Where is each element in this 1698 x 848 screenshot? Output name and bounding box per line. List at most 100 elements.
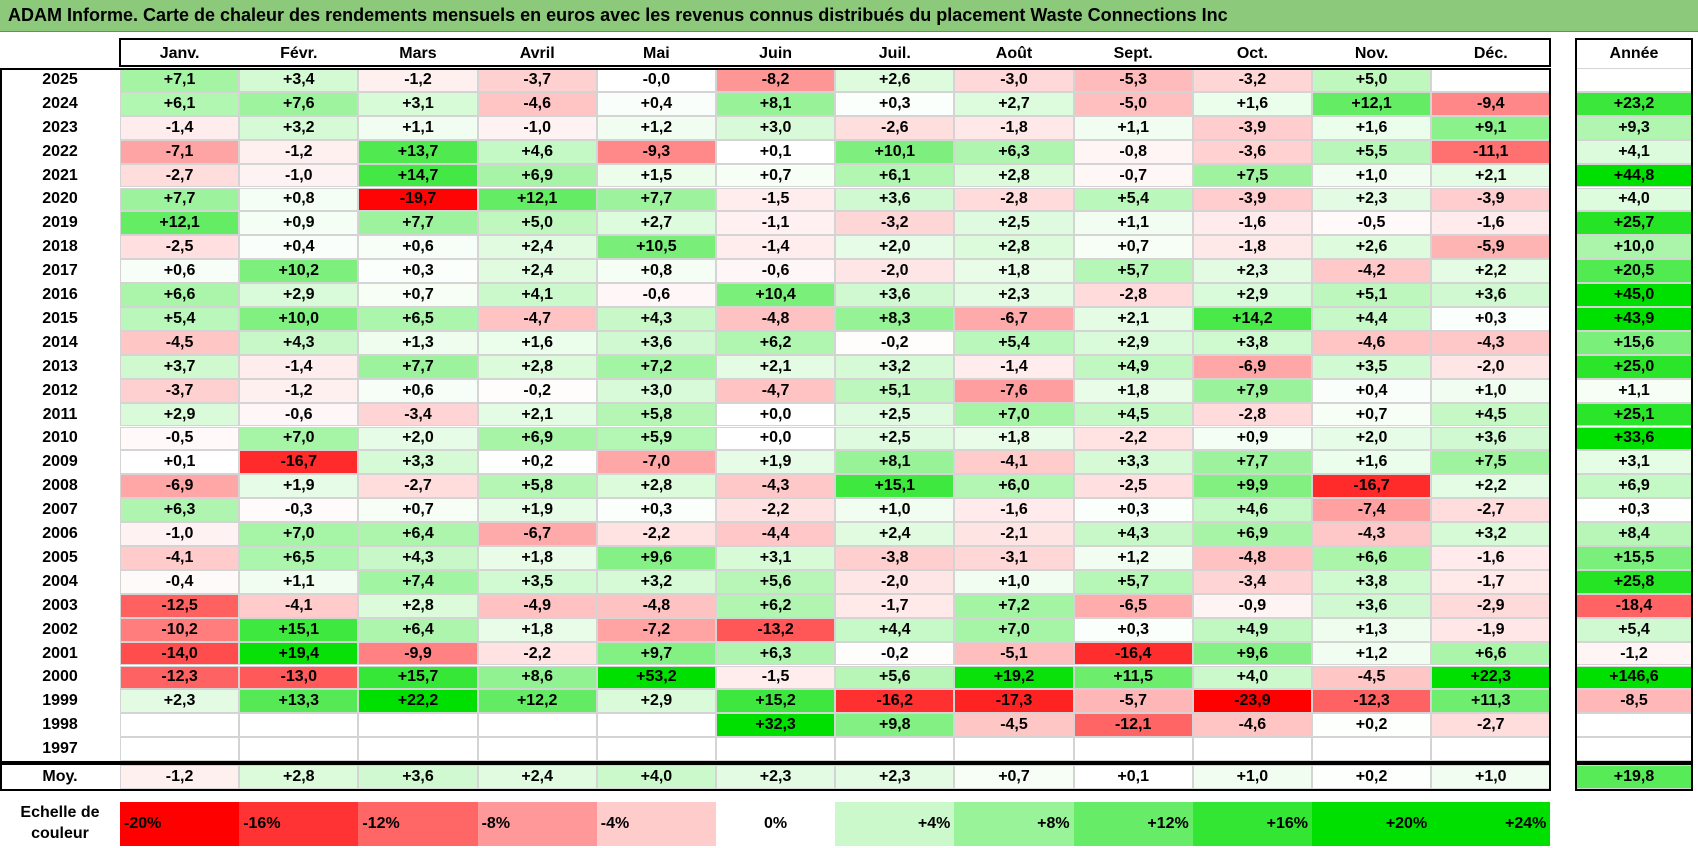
- heatmap-cell: +1,8: [954, 259, 1074, 284]
- heatmap-cell: -7,4: [1312, 498, 1432, 523]
- heatmap-cell: +6,3: [954, 139, 1074, 164]
- heatmap-cell: -4,7: [477, 307, 597, 331]
- heatmap-cell: +1,2: [1312, 641, 1432, 666]
- annual-cell: +9,3: [1576, 115, 1692, 140]
- heatmap-cell: -4,1: [954, 450, 1074, 475]
- heatmap-cell: +6,1: [835, 163, 955, 188]
- heatmap-cell: +7,0: [239, 426, 359, 451]
- heatmap-cell: +1,6: [1312, 450, 1432, 475]
- heatmap-cell: +0,1: [120, 450, 240, 475]
- heatmap-cell: +2,1: [477, 402, 597, 427]
- heatmap-cell: -1,2: [239, 139, 359, 164]
- average-annual-cell: +19,8: [1576, 765, 1692, 789]
- heatmap-cell: -2,6: [835, 115, 955, 140]
- heatmap-cell: -4,5: [954, 713, 1074, 738]
- heatmap-cell: [716, 737, 836, 762]
- heatmap-cell: -4,6: [1192, 713, 1312, 738]
- average-cell: +2,3: [716, 765, 836, 789]
- row-year-label: 2004: [42, 572, 78, 590]
- heatmap-cell: +3,6: [835, 283, 955, 307]
- heatmap-cell: -4,9: [477, 593, 597, 618]
- heatmap-cell: -0,6: [239, 402, 359, 427]
- heatmap-cell: +1,6: [477, 330, 597, 355]
- heatmap-cell: -1,9: [1431, 617, 1551, 642]
- heatmap-cell: +1,3: [358, 330, 478, 355]
- average-cell: +2,8: [239, 765, 359, 789]
- heatmap-cell: +3,6: [1312, 593, 1432, 618]
- heatmap-cell: +4,3: [358, 546, 478, 570]
- heatmap-cell: [1192, 737, 1312, 762]
- heatmap-cell: +6,1: [120, 91, 240, 116]
- row-year-label: 2009: [42, 453, 78, 471]
- heatmap-cell: +2,3: [1312, 187, 1432, 212]
- heatmap-cell: +2,3: [954, 283, 1074, 307]
- heatmap-cell: +6,9: [477, 426, 597, 451]
- average-cell: +4,0: [596, 765, 716, 789]
- heatmap-cell: +9,9: [1192, 474, 1312, 499]
- heatmap-cell: +1,8: [954, 426, 1074, 451]
- heatmap-cell: -12,3: [1312, 689, 1432, 714]
- heatmap-cell: -9,3: [596, 139, 716, 164]
- heatmap-cell: +15,2: [716, 689, 836, 714]
- color-scale-swatch: +20%: [1312, 802, 1432, 846]
- heatmap-cell: -4,6: [1312, 330, 1432, 355]
- heatmap-cell: -8,2: [716, 68, 836, 92]
- heatmap-cell: +0,9: [239, 211, 359, 236]
- heatmap-cell: -7,0: [596, 450, 716, 475]
- chart-title: ADAM Informe. Carte de chaleur des rende…: [8, 5, 1228, 25]
- heatmap-cell: +0,8: [239, 187, 359, 212]
- heatmap-cell: -4,5: [120, 330, 240, 355]
- annual-cell: [1576, 713, 1692, 738]
- heatmap-cell: [835, 737, 955, 762]
- heatmap-cell: +5,0: [1312, 68, 1432, 92]
- heatmap-cell: +1,1: [358, 115, 478, 140]
- heatmap-cell: -0,3: [239, 498, 359, 523]
- annual-cell: +15,6: [1576, 330, 1692, 355]
- heatmap-cell: -4,8: [1192, 546, 1312, 570]
- heatmap-cell: +5,4: [1073, 187, 1193, 212]
- heatmap-cell: -3,4: [358, 402, 478, 427]
- heatmap-cell: -1,0: [120, 522, 240, 546]
- annual-cell: +23,2: [1576, 91, 1692, 116]
- heatmap-cell: +0,6: [120, 259, 240, 284]
- heatmap-cell: -1,2: [239, 378, 359, 403]
- heatmap-cell: +3,5: [1312, 354, 1432, 379]
- heatmap-cell: +1,6: [1312, 115, 1432, 140]
- heatmap-cell: +9,6: [596, 546, 716, 570]
- heatmap-cell: -1,0: [239, 163, 359, 188]
- heatmap-cell: -3,9: [1192, 187, 1312, 212]
- heatmap-cell: +5,8: [477, 474, 597, 499]
- heatmap-cell: +0,3: [596, 498, 716, 523]
- heatmap-cell: -7,1: [120, 139, 240, 164]
- heatmap-cell: +11,3: [1431, 689, 1551, 714]
- heatmap-cell: +14,2: [1192, 307, 1312, 331]
- heatmap-cell: -1,4: [716, 235, 836, 260]
- heatmap-cell: +8,3: [835, 307, 955, 331]
- annual-cell: +4,1: [1576, 139, 1692, 164]
- annual-column-header: Année: [1609, 45, 1659, 62]
- average-row-label: Moy.: [42, 768, 78, 785]
- heatmap-cell: +6,5: [358, 307, 478, 331]
- heatmap-cell: [1431, 737, 1551, 762]
- color-scale-swatch: +24%: [1431, 802, 1551, 846]
- color-scale-swatch: +12%: [1073, 802, 1193, 846]
- heatmap-cell: +6,9: [477, 163, 597, 188]
- annual-cell: -8,5: [1576, 689, 1692, 714]
- heatmap-cell: +5,7: [1073, 259, 1193, 284]
- heatmap-cell: +15,1: [835, 474, 955, 499]
- heatmap-cell: +0,3: [1073, 498, 1193, 523]
- heatmap-cell: +3,1: [358, 91, 478, 116]
- row-year-label: 1998: [42, 716, 78, 734]
- heatmap-cell: +0,0: [716, 402, 836, 427]
- heatmap-cell: -6,9: [120, 474, 240, 499]
- column-header: Oct.: [1236, 45, 1268, 62]
- heatmap-cell: +1,8: [477, 546, 597, 570]
- heatmap-cell: +7,4: [358, 569, 478, 594]
- heatmap-cell: +6,3: [120, 498, 240, 523]
- column-header: Juin: [759, 45, 793, 62]
- heatmap-cell: [1073, 737, 1193, 762]
- heatmap-cell: -0,0: [596, 68, 716, 92]
- heatmap-cell: +4,0: [1192, 665, 1312, 690]
- heatmap-cell: +5,1: [1312, 283, 1432, 307]
- heatmap-cell: -1,5: [716, 665, 836, 690]
